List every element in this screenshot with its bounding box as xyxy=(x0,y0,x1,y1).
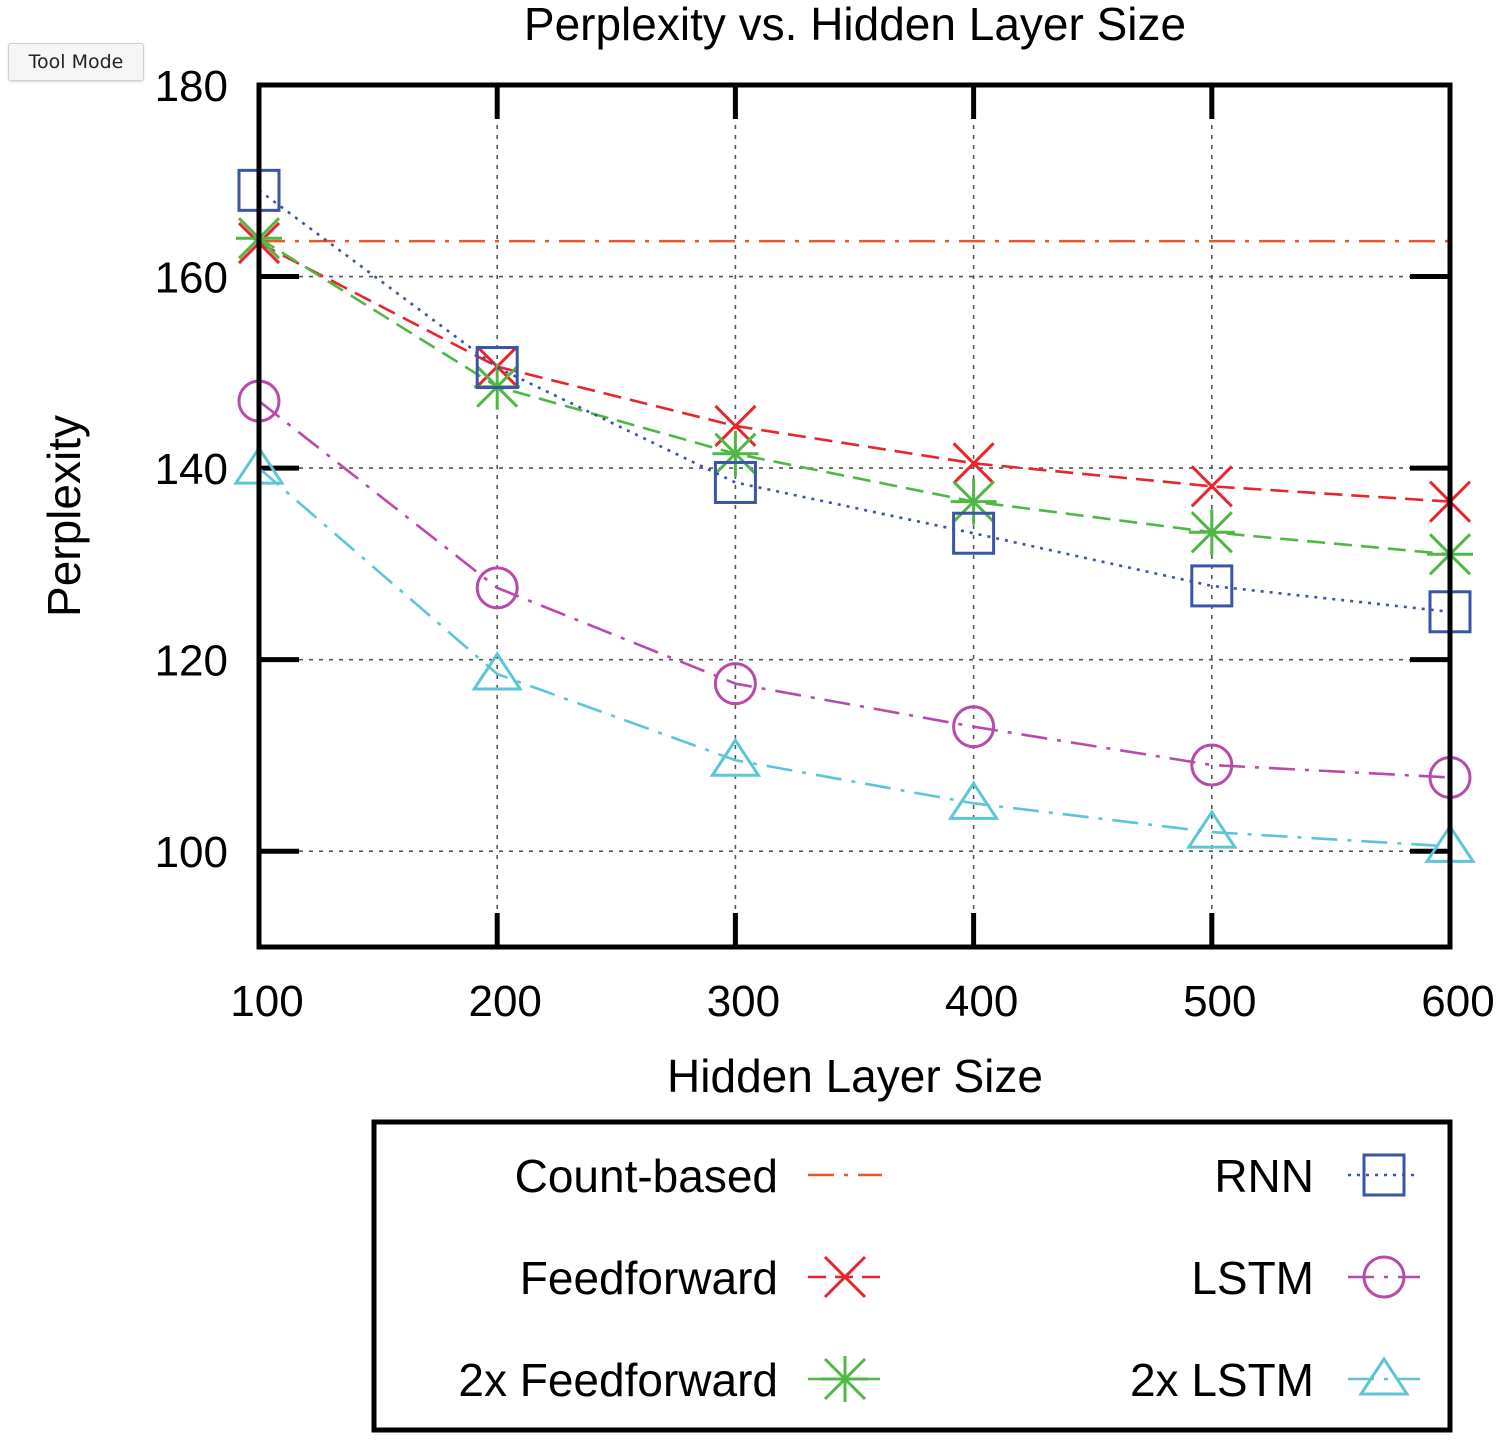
tool-mode-button[interactable]: Tool Mode xyxy=(8,43,144,81)
legend-label: Feedforward xyxy=(520,1252,778,1304)
legend-item: RNN xyxy=(1214,1150,1420,1202)
legend-asterisk-icon xyxy=(822,1356,868,1402)
grid-lines xyxy=(259,85,1450,947)
series-line xyxy=(258,241,1451,503)
data-point-square-icon xyxy=(475,346,519,390)
series-2x-lstm xyxy=(233,445,1476,863)
data-point-circle-icon xyxy=(1190,743,1234,787)
axis-ticks xyxy=(256,82,1453,947)
y-tick-label: 120 xyxy=(155,637,228,686)
legend-x-icon xyxy=(823,1255,867,1299)
data-point-square-icon xyxy=(952,511,996,555)
legend: Count-based Feedforward 2x Feedforward RNN L… xyxy=(371,1119,1453,1433)
data-point-triangle-icon xyxy=(1186,809,1238,849)
series-layer xyxy=(233,168,1476,863)
legend-label: RNN xyxy=(1214,1150,1314,1202)
x-tick-label: 300 xyxy=(707,977,780,1026)
series-rnn xyxy=(237,168,1472,634)
data-point-asterisk-icon xyxy=(1188,509,1235,556)
y-tick-label: 180 xyxy=(155,62,228,111)
x-tick-label: 400 xyxy=(945,977,1018,1026)
x-tick-label: 100 xyxy=(230,977,303,1026)
data-point-circle-icon xyxy=(475,566,519,610)
legend-triangle-icon xyxy=(1358,1356,1410,1396)
legend-circle-icon xyxy=(1362,1255,1406,1299)
x-tick-label: 500 xyxy=(1183,977,1256,1026)
legend-item: LSTM xyxy=(1191,1252,1420,1304)
series-lstm xyxy=(237,379,1472,799)
data-point-circle-icon xyxy=(952,705,996,749)
y-tick-label: 140 xyxy=(155,445,228,494)
data-point-x-icon xyxy=(952,442,995,485)
data-point-triangle-icon xyxy=(471,651,523,691)
x-tick-label: 200 xyxy=(468,977,541,1026)
chart-title: Perplexity vs. Hidden Layer Size xyxy=(524,0,1186,50)
series-line xyxy=(258,400,1451,779)
x-tick-label: 600 xyxy=(1421,977,1494,1026)
legend-item: 2x LSTM xyxy=(1130,1354,1420,1406)
tick-labels: 100 200 300 400 500 600 100 120 140 160 180 xyxy=(155,62,1495,1026)
legend-label: 2x LSTM xyxy=(1130,1354,1314,1406)
series-line xyxy=(258,189,1451,614)
data-point-triangle-icon xyxy=(709,737,762,777)
legend-item: Count-based xyxy=(515,1150,882,1202)
legend-square-icon xyxy=(1362,1153,1406,1197)
y-tick-label: 160 xyxy=(155,254,228,303)
legend-box xyxy=(371,1119,1453,1433)
legend-label: LSTM xyxy=(1191,1252,1314,1304)
data-point-x-icon xyxy=(1190,465,1233,508)
data-point-square-icon xyxy=(713,460,757,504)
y-tick-label: 100 xyxy=(155,828,228,877)
x-axis-label: Hidden Layer Size xyxy=(667,1050,1043,1102)
plot-frame xyxy=(256,82,1453,950)
data-point-square-icon xyxy=(1190,564,1234,608)
legend-item: 2x Feedforward xyxy=(458,1354,882,1406)
legend-label: Count-based xyxy=(515,1150,778,1202)
data-point-asterisk-icon xyxy=(712,430,759,477)
y-axis-label: Perplexity xyxy=(38,415,90,617)
legend-item: Feedforward xyxy=(520,1252,882,1304)
data-point-circle-icon xyxy=(713,662,757,706)
data-point-triangle-icon xyxy=(947,780,1000,820)
data-point-asterisk-icon xyxy=(950,478,997,525)
series-2x-feedforward xyxy=(236,215,1473,578)
series-line xyxy=(258,237,1451,556)
legend-label: 2x Feedforward xyxy=(458,1354,778,1406)
series-line xyxy=(258,467,1451,848)
